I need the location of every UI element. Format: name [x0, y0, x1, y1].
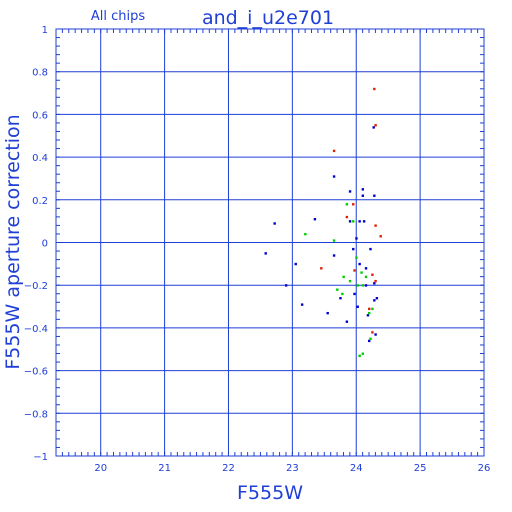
data-point-red	[320, 267, 323, 270]
y-tick-label: 0.8	[32, 68, 48, 79]
data-point-blue	[373, 194, 376, 197]
data-point-blue	[364, 267, 368, 270]
data-point-blue	[284, 284, 288, 287]
data-point-blue	[294, 262, 297, 266]
data-point-blue	[356, 305, 359, 308]
data-point-green	[304, 232, 307, 236]
data-point-blue	[355, 237, 358, 240]
x-tick-label: 25	[414, 463, 427, 474]
data-point-green	[369, 337, 372, 340]
y-tick-label: 1	[42, 25, 48, 36]
data-point-green	[368, 311, 371, 315]
plot-frame	[55, 28, 485, 457]
data-point-green	[341, 292, 344, 296]
data-point-blue	[313, 218, 317, 221]
data-point-blue	[332, 175, 336, 178]
data-point-red	[374, 279, 377, 283]
data-point-red	[379, 235, 382, 238]
x-tick-label: 22	[222, 463, 235, 474]
data-point-red	[371, 331, 374, 334]
y-tick-label: 0	[42, 239, 48, 250]
y-tick-label: −0.4	[24, 324, 48, 335]
chips-label: All chips	[91, 9, 145, 24]
data-point-blue	[332, 254, 336, 257]
data-point-blue	[348, 220, 352, 223]
x-tick-label: 23	[286, 463, 299, 474]
data-point-red	[374, 224, 377, 227]
data-point-red	[373, 87, 376, 91]
data-point-green	[345, 203, 349, 206]
y-tick-label: 0.2	[32, 196, 48, 207]
data-point-blue	[369, 247, 372, 251]
data-point-green	[371, 307, 374, 311]
x-axis-label: F555W	[237, 482, 303, 504]
data-point-blue	[375, 297, 379, 300]
data-point-green	[348, 279, 352, 283]
data-point-blue	[374, 333, 377, 336]
data-point-green	[342, 275, 345, 279]
data-point-red	[332, 149, 336, 153]
data-point-blue	[339, 297, 342, 300]
data-point-blue	[273, 222, 276, 225]
data-point-green	[361, 284, 365, 287]
data-point-red	[374, 124, 377, 127]
y-axis-label: F555W aperture correction	[2, 114, 24, 369]
y-tick-label: −0.2	[24, 281, 48, 292]
data-point-blue	[358, 262, 361, 266]
data-point-red	[371, 273, 374, 276]
data-point-blue	[362, 220, 366, 223]
y-tick-label: 0.4	[32, 153, 48, 164]
data-point-green	[336, 288, 339, 291]
data-point-blue	[345, 320, 349, 323]
data-point-red	[368, 307, 371, 311]
data-point-green	[364, 275, 368, 279]
data-point-green	[352, 220, 355, 223]
data-point-red	[353, 269, 356, 272]
data-point-blue	[348, 190, 352, 193]
data-points-layer	[264, 87, 382, 358]
y-tick-label: −0.8	[24, 409, 48, 420]
y-tick-label: 0.6	[32, 110, 48, 121]
data-point-blue	[352, 247, 355, 251]
data-point-blue	[368, 339, 371, 343]
data-point-blue	[358, 220, 361, 223]
data-point-blue	[373, 299, 376, 302]
grid-layer	[56, 28, 485, 457]
data-point-blue	[264, 252, 267, 255]
y-tick-label: −0.6	[24, 367, 48, 378]
x-tick-label: 24	[350, 463, 363, 474]
data-point-green	[360, 271, 363, 274]
data-point-blue	[361, 194, 365, 197]
data-point-blue	[361, 188, 365, 191]
data-point-blue	[366, 314, 370, 317]
data-point-green	[355, 256, 358, 259]
data-point-blue	[373, 282, 376, 285]
x-tick-label: 26	[478, 463, 491, 474]
data-point-blue	[372, 126, 375, 129]
x-tick-label: 20	[94, 463, 107, 474]
data-point-green	[358, 354, 361, 358]
data-point-green	[356, 284, 359, 287]
y-tick-label: −1	[33, 452, 48, 463]
data-point-blue	[326, 311, 329, 315]
x-tick-label: 21	[158, 463, 171, 474]
tick-layer: 20 21 22 23 24 25 26 −1 −0.8 −0.6 −0.4 −0.2 0 0.2 0.4 0…	[24, 25, 491, 474]
data-point-blue	[353, 292, 356, 296]
data-point-green	[332, 239, 336, 242]
data-point-blue	[300, 303, 304, 306]
data-point-green	[361, 352, 365, 355]
data-point-red	[345, 215, 349, 219]
chart-title: and_i_u2e701	[202, 7, 334, 29]
data-point-red	[352, 203, 355, 206]
data-point-blue	[364, 284, 368, 287]
